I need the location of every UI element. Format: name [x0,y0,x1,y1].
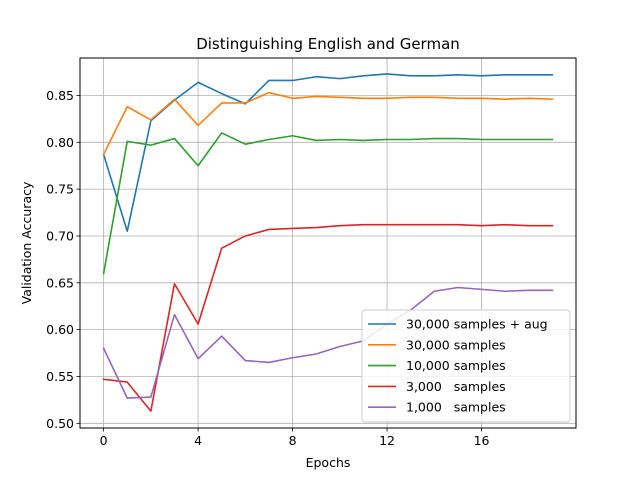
y-axis-label: Validation Accuracy [19,181,34,304]
series-line-3 [102,132,554,275]
chart-title: Distinguishing English and German [196,35,460,53]
y-tick-label: 0.50 [46,416,74,431]
legend-label: 30,000 samples + aug [406,317,548,332]
y-tick-label: 0.85 [46,88,74,103]
axis-ticks: 0 4 8 12 16 0.50 0.55 0.60 0.65 0.70 0.75 0.80 0.85 [46,88,489,448]
y-tick-label: 0.80 [46,135,74,150]
x-tick-label: 8 [289,433,297,448]
series-line-5 [102,286,554,399]
series-line-2 [102,91,554,156]
series-line-4 [102,223,554,412]
legend-box [361,309,571,423]
y-tick-label: 0.75 [46,182,74,197]
legend-label: 3,000 samples [406,379,506,394]
grid-lines [80,58,576,428]
legend-label: 30,000 samples [406,337,506,352]
x-tick-label: 0 [100,433,108,448]
series-lines [102,73,554,412]
x-tick-label: 4 [194,433,202,448]
legend: 30,000 samples + aug 30,000 samples 10,000… [361,309,571,423]
plot-frame [79,57,577,429]
y-tick-label: 0.70 [46,228,74,243]
y-tick-label: 0.55 [46,369,74,384]
y-tick-label: 0.60 [46,322,74,337]
series-line-1 [102,73,554,233]
x-tick-label: 16 [474,433,490,448]
x-axis-label: Epochs [306,455,351,470]
y-tick-label: 0.65 [46,275,74,290]
legend-label: 1,000 samples [406,400,506,415]
x-tick-label: 12 [379,433,395,448]
legend-label: 10,000 samples [406,358,506,373]
